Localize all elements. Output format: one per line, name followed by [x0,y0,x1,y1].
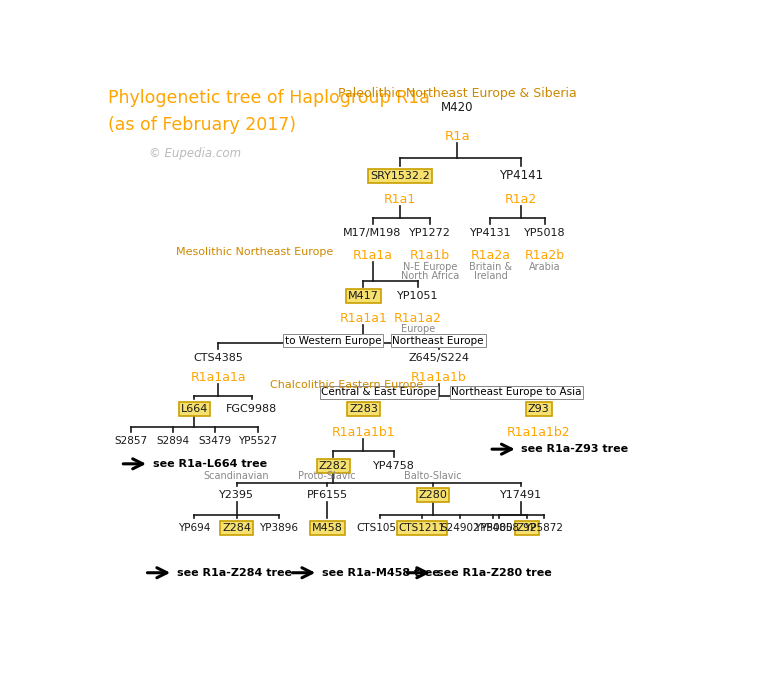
Text: to Western Europe: to Western Europe [285,336,381,346]
Text: R1a2a: R1a2a [470,249,510,262]
Text: Z645/S224: Z645/S224 [409,353,470,363]
Text: R1a1b: R1a1b [410,249,450,262]
Text: R1a1: R1a1 [384,193,416,206]
Text: S2894: S2894 [157,437,190,446]
Text: M417: M417 [348,291,379,301]
Text: M17/M198: M17/M198 [343,228,402,239]
Text: R1a1a1b: R1a1a1b [411,371,467,384]
Text: YP1051: YP1051 [397,291,438,301]
Text: Z280: Z280 [419,490,448,500]
Text: M420: M420 [441,101,473,114]
Text: Ireland: Ireland [473,271,507,282]
Text: R1a1a1: R1a1a1 [339,312,388,325]
Text: R1a1a: R1a1a [353,249,392,262]
Text: YP694: YP694 [178,523,211,532]
Text: Y17491: Y17491 [499,490,542,500]
Text: R1a: R1a [445,130,470,143]
Text: L664: L664 [180,404,208,414]
Text: YP4758: YP4758 [373,462,415,471]
Text: see R1a-L664 tree: see R1a-L664 tree [153,459,268,469]
Text: Northeast Europe to Asia: Northeast Europe to Asia [451,387,582,397]
Text: YP4131: YP4131 [470,228,511,239]
Text: Chalcolithic Eastern Europe: Chalcolithic Eastern Europe [270,380,423,390]
Text: R1a1a1a: R1a1a1a [190,371,246,384]
Text: Northeast Europe: Northeast Europe [392,336,484,346]
Text: YP4141: YP4141 [498,169,543,182]
Text: Z283: Z283 [349,404,378,414]
Text: Z282: Z282 [319,462,348,471]
Text: YP1272: YP1272 [409,228,451,239]
Text: Y2395: Y2395 [219,490,254,500]
Text: R1a1a1b2: R1a1a1b2 [507,426,571,439]
Text: N-E Europe: N-E Europe [402,262,457,273]
Text: Proto-Slavic: Proto-Slavic [299,471,356,481]
Text: see R1a-Z284 tree: see R1a-Z284 tree [177,568,292,578]
Text: Z284: Z284 [222,523,251,532]
Text: CTS1211: CTS1211 [399,523,445,532]
Text: PF6155: PF6155 [307,490,348,500]
Text: Balto-Slavic: Balto-Slavic [404,471,462,481]
Text: YP5872: YP5872 [524,523,563,532]
Text: CTS4385: CTS4385 [193,353,243,363]
Text: Scandinavian: Scandinavian [204,471,269,481]
Text: Central & East Europe: Central & East Europe [321,387,437,397]
Text: see R1a-Z280 tree: see R1a-Z280 tree [438,568,552,578]
Text: YP4858: YP4858 [480,523,519,532]
Text: YP5000: YP5000 [474,523,512,532]
Text: SRY1532.2: SRY1532.2 [370,171,430,181]
Text: FGC9988: FGC9988 [226,404,277,414]
Text: (as of February 2017): (as of February 2017) [108,116,296,134]
Text: North Africa: North Africa [401,271,459,282]
Text: YP5018: YP5018 [524,228,566,239]
Text: YP5527: YP5527 [238,437,277,446]
Text: S2857: S2857 [114,437,147,446]
Text: YP3896: YP3896 [259,523,298,532]
Text: S3479: S3479 [199,437,232,446]
Text: © Eupedia.com: © Eupedia.com [149,146,241,160]
Text: see R1a-M458 tree: see R1a-M458 tree [322,568,440,578]
Text: Paleolithic Northeast Europe & Siberia: Paleolithic Northeast Europe & Siberia [338,87,576,100]
Text: see R1a-Z93 tree: see R1a-Z93 tree [521,444,628,454]
Text: M458: M458 [312,523,342,532]
Text: Mesolithic Northeast Europe: Mesolithic Northeast Europe [176,247,333,257]
Text: R1a2b: R1a2b [525,249,565,262]
Text: R1a1a1b1: R1a1a1b1 [332,426,395,439]
Text: CTS1055: CTS1055 [356,523,403,532]
Text: R1a2: R1a2 [505,193,537,206]
Text: Z92: Z92 [516,523,537,532]
Text: R1a1a2: R1a1a2 [394,312,441,325]
Text: Europe: Europe [401,324,435,335]
Text: Britain &: Britain & [469,262,512,273]
Text: S24902: S24902 [441,523,480,532]
Text: Z93: Z93 [528,404,550,414]
Text: Phylogenetic tree of Haplogroup R1a: Phylogenetic tree of Haplogroup R1a [108,90,430,107]
Text: Arabia: Arabia [529,262,561,273]
